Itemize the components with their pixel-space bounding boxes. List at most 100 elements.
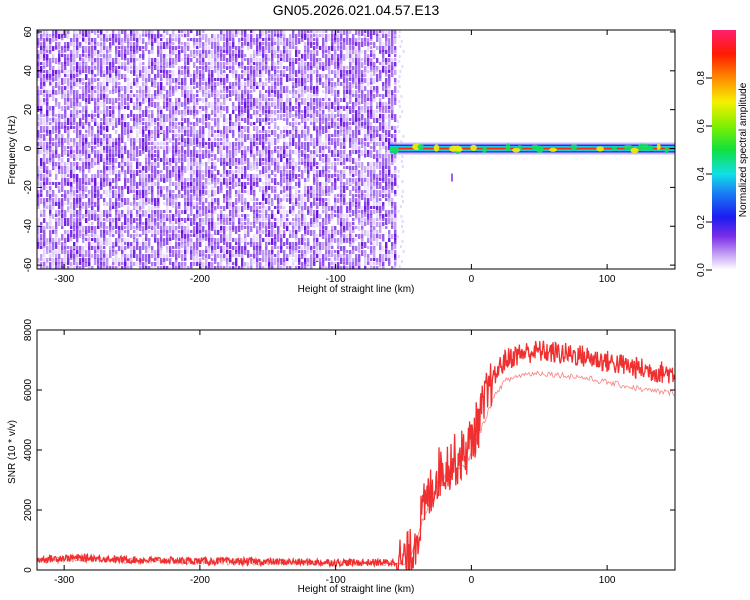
spectrogram-cell: [289, 78, 292, 81]
spectrogram-cell: [73, 210, 76, 215]
spectrogram-cell: [241, 258, 244, 266]
spectrogram-cell: [223, 138, 226, 142]
spectrogram-cell: [124, 158, 127, 165]
spectrogram-cell: [73, 214, 76, 217]
spectrogram-cell: [58, 190, 61, 193]
spectrogram-cell: [97, 238, 100, 242]
spectrogram-cell: [157, 194, 160, 199]
spectrogram-cell: [325, 50, 328, 53]
spectrogram-cell: [85, 74, 88, 80]
spectrogram-cell: [133, 94, 136, 97]
spectrogram-cell: [358, 50, 361, 58]
spectrogram-cell: [79, 162, 82, 165]
spectrogram-cell: [106, 242, 109, 246]
spectrogram-cell: [283, 170, 286, 176]
spectrogram-cell: [292, 254, 295, 257]
spectrogram-cell: [271, 78, 274, 81]
spectrogram-cell: [139, 246, 142, 254]
spectrogram-cell: [196, 162, 199, 168]
spectrogram-cell: [163, 58, 166, 65]
spectrogram-cell: [211, 178, 214, 184]
spectrogram-cell: [67, 106, 70, 110]
spectrogram-cell: [118, 202, 121, 208]
spectrogram-cell: [241, 202, 244, 205]
spectrogram-cell: [37, 42, 40, 48]
spectrogram-cell: [103, 126, 106, 131]
spectrogram-cell: [235, 198, 238, 205]
spectrogram-cell: [133, 218, 136, 223]
spectrogram-cell: [244, 266, 247, 269]
spectrogram-cell: [223, 234, 226, 241]
spectrogram-cell: [169, 98, 172, 102]
spectrogram-cell: [58, 142, 61, 147]
spectrogram-cell: [346, 238, 349, 243]
spectrogram-cell: [265, 102, 268, 109]
spectrogram-cell: [100, 146, 103, 150]
spectrogram-cell: [334, 178, 337, 183]
spectrogram-cell: [67, 58, 70, 66]
spectrogram-cell: [94, 102, 97, 106]
spectrogram-cell: [127, 58, 130, 64]
spectrogram-cell: [352, 138, 355, 144]
spectrogram-cell: [265, 266, 268, 269]
spectrogram-cell: [337, 46, 340, 51]
spectrogram-cell: [271, 46, 274, 51]
spectrogram-cell: [271, 154, 274, 159]
spectrogram-cell: [184, 86, 187, 90]
spectrogram-cell: [334, 130, 337, 136]
spectrogram-cell: [250, 46, 253, 49]
spectrogram-cell: [208, 178, 211, 181]
spectrogram-cell: [265, 154, 268, 161]
spectrogram-cell: [253, 54, 256, 61]
spectrogram-cell: [82, 138, 85, 145]
spectrogram-cell: [40, 110, 43, 117]
spectrogram-cell: [148, 106, 151, 112]
spectrogram-cell: [112, 142, 115, 147]
spectrogram-cell: [277, 46, 280, 51]
spectrogram-cell: [142, 82, 145, 87]
spectrogram-cell: [253, 66, 256, 73]
spectrogram-cell: [91, 230, 94, 234]
spectrogram-cell: [211, 190, 214, 196]
spectrogram-cell: [157, 62, 160, 66]
spectrogram-cell: [169, 162, 172, 166]
spectrogram-cell: [205, 98, 208, 105]
spectrogram-cell: [124, 266, 127, 269]
spectrogram-cell: [58, 210, 61, 216]
spectrogram-cell: [247, 98, 250, 103]
spectrogram-cell: [271, 30, 274, 38]
spectrogram-cell: [268, 30, 271, 33]
spectrogram-cell: [268, 66, 271, 72]
spectrogram-cell: [223, 94, 226, 99]
spectrogram-cell: [307, 206, 310, 213]
spectrogram-cell: [118, 90, 121, 97]
spectrogram-cell: [142, 170, 145, 178]
spectrogram-cell: [337, 42, 340, 48]
spectrogram-cell: [199, 70, 202, 76]
spectrogram-cell: [175, 174, 178, 181]
spectrogram-cell: [121, 202, 124, 207]
spectrogram-cell: [169, 262, 172, 265]
spectrogram-cell: [61, 174, 64, 178]
spectrogram-cell: [145, 126, 148, 131]
spectrogram-cell: [244, 206, 247, 210]
spectrogram-cell: [283, 74, 286, 77]
spectrogram-cell: [271, 74, 274, 79]
spectrogram-cell: [313, 62, 316, 68]
spectrogram-cell: [79, 194, 82, 200]
spectrogram-cell: [226, 234, 229, 238]
spectrogram-cell: [268, 130, 271, 133]
spectrogram-cell: [130, 254, 133, 258]
spectrogram-cell: [46, 262, 49, 269]
spectrogram-cell: [328, 142, 331, 145]
spectrogram-cell: [232, 250, 235, 257]
spectrogram-cell: [304, 74, 307, 79]
spectrogram-cell: [115, 210, 118, 215]
spectrogram-cell: [40, 214, 43, 217]
spectrogram-cell: [103, 38, 106, 42]
spectrogram-cell: [100, 30, 103, 35]
spectrogram-cell: [193, 110, 196, 116]
spectrogram-cell: [328, 166, 331, 169]
spectrogram-cell: [214, 166, 217, 171]
spectrogram-cell: [241, 154, 244, 158]
